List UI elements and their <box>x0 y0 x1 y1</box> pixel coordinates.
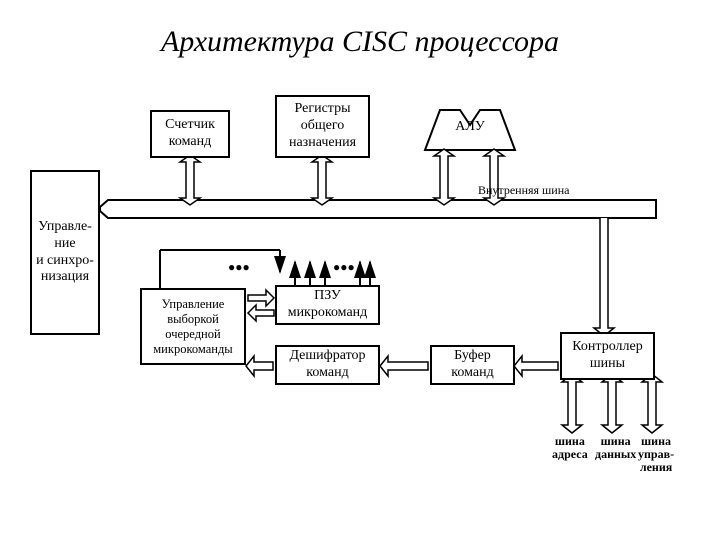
dots-2: ●●● <box>333 260 355 275</box>
ctrl-bus-label: шинауправ-ления <box>638 435 674 475</box>
internal-bus-label: Внутренняя шина <box>478 183 569 198</box>
data-bus-label: шинаданных <box>595 435 636 461</box>
addr-bus-label: шинаадреса <box>552 435 588 461</box>
pc-box: Счетчиккоманд <box>150 110 230 158</box>
microcommand-select-box: Управлениевыборкойочередноймикрокоманды <box>140 288 246 365</box>
decoder-box: Дешифраторкоманд <box>275 345 380 385</box>
alu-label: АЛУ <box>455 119 485 134</box>
bus-controller-box: Контроллершины <box>560 332 655 380</box>
control-sync-box: Управле-ниеи синхро-низация <box>30 170 100 335</box>
gpr-box: Регистрыобщегоназначения <box>275 95 370 158</box>
dots-1: ●●● <box>228 260 250 275</box>
microcommand-rom-box: ПЗУмикрокоманд <box>275 285 380 325</box>
cmd-buffer-box: Буферкоманд <box>430 345 515 385</box>
